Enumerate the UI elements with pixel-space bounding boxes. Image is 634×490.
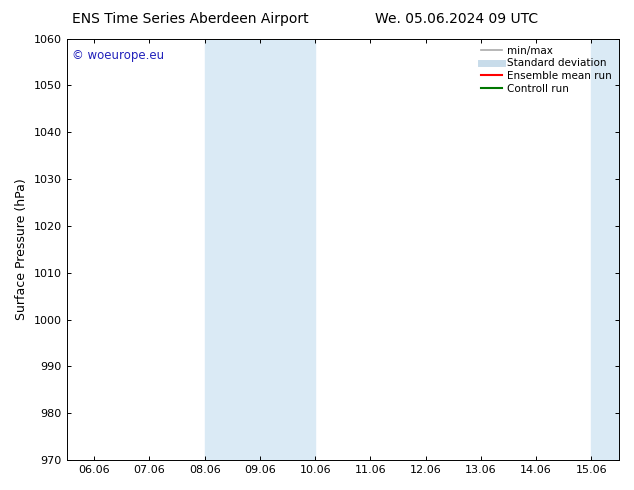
Text: ENS Time Series Aberdeen Airport: ENS Time Series Aberdeen Airport (72, 12, 309, 26)
Y-axis label: Surface Pressure (hPa): Surface Pressure (hPa) (15, 178, 28, 320)
Bar (592, 39, 619, 460)
Legend: min/max, Standard deviation, Ensemble mean run, Controll run: min/max, Standard deviation, Ensemble me… (479, 44, 614, 96)
Bar (205, 39, 260, 460)
Text: © woeurope.eu: © woeurope.eu (72, 49, 164, 62)
Bar (260, 39, 315, 460)
Text: We. 05.06.2024 09 UTC: We. 05.06.2024 09 UTC (375, 12, 538, 26)
